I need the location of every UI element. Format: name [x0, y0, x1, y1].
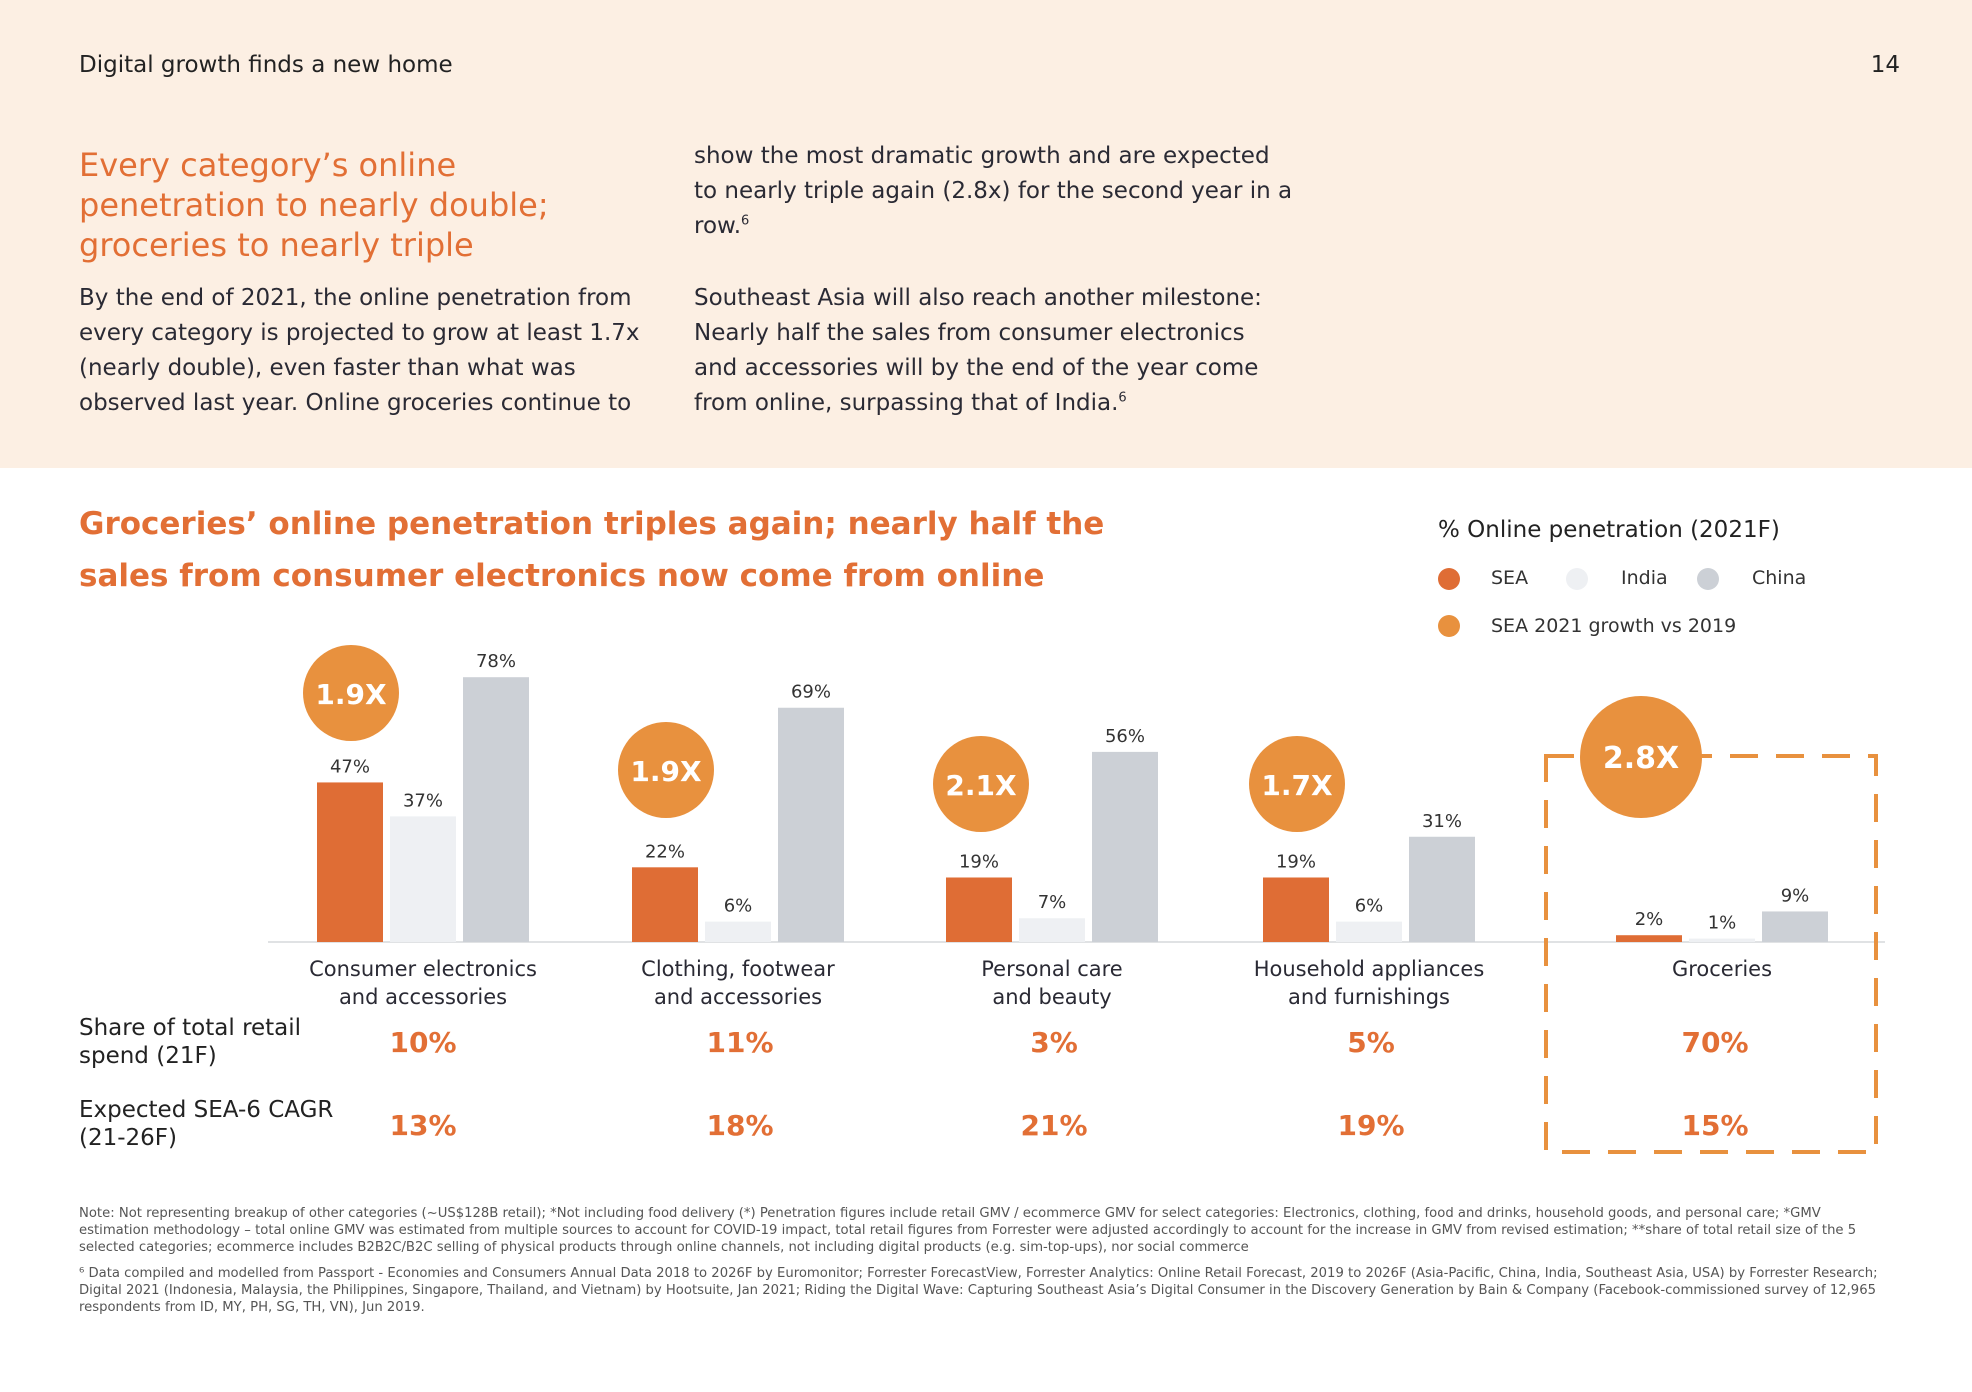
- legend-label-sea: SEA: [1491, 567, 1529, 589]
- footnote-sources: ⁶ Data compiled and modelled from Passpo…: [79, 1266, 1878, 1315]
- legend-swatch-india: [1566, 568, 1588, 590]
- legend-label-china: China: [1752, 567, 1807, 589]
- intro-right-paragraph-2: Southeast Asia will also reach another m…: [694, 281, 1294, 421]
- growth-label: 2.8X: [1603, 741, 1679, 776]
- growth-label: 2.1X: [945, 769, 1017, 802]
- page-number: 14: [1870, 52, 1900, 78]
- row-label-share: Share of total retail spend (21F): [79, 1015, 302, 1069]
- chart-title: Groceries’ online penetration triples ag…: [79, 506, 1105, 594]
- share-value: 70%: [1681, 1026, 1748, 1059]
- bar-india: [1689, 938, 1755, 942]
- growth-label: 1.7X: [1261, 769, 1333, 802]
- row-label-cagr: Expected SEA-6 CAGR (21-26F): [79, 1097, 334, 1151]
- data-label-india: 1%: [1708, 913, 1737, 934]
- share-value: 11%: [706, 1026, 773, 1059]
- legend-swatch-sea: [1438, 568, 1460, 590]
- bar-china: [1762, 911, 1828, 942]
- legend-title: % Online penetration (2021F): [1438, 517, 1780, 543]
- growth-bubble: [933, 736, 1029, 832]
- data-label-sea: 47%: [330, 756, 370, 777]
- growth-bubble: [1580, 696, 1702, 818]
- growth-label: 1.9X: [315, 678, 387, 711]
- bar-china: [778, 707, 844, 942]
- data-label-india: 6%: [1355, 896, 1384, 917]
- intro-band: [0, 0, 1972, 468]
- share-value: 5%: [1347, 1026, 1395, 1059]
- cagr-value: 21%: [1020, 1109, 1087, 1142]
- data-label-india: 37%: [403, 790, 443, 811]
- footnote-ref: 6: [1118, 390, 1127, 406]
- bar-sea: [1263, 877, 1329, 942]
- bar-india: [1336, 921, 1402, 942]
- data-label-india: 6%: [724, 896, 753, 917]
- category-label: Personal care: [981, 957, 1122, 981]
- growth-bubble: [303, 645, 399, 741]
- data-label-china: 9%: [1781, 885, 1810, 906]
- share-value: 3%: [1030, 1026, 1078, 1059]
- intro-headline: Every category’s online penetration to n…: [79, 146, 549, 264]
- data-label-china: 69%: [791, 682, 831, 703]
- bar-india: [390, 816, 456, 942]
- category-label: and accessories: [339, 985, 507, 1009]
- bar-china: [463, 677, 529, 942]
- category-label: Groceries: [1672, 957, 1772, 981]
- bar-china: [1409, 836, 1475, 942]
- bar-china: [1092, 751, 1158, 942]
- paragraph-text: show the most dramatic growth and are ex…: [694, 143, 1293, 239]
- data-label-sea: 22%: [645, 841, 685, 862]
- footnotes: Note: Not representing breakup of other …: [79, 1205, 1894, 1325]
- data-label-china: 78%: [476, 651, 516, 672]
- paragraph-text: Southeast Asia will also reach another m…: [694, 285, 1262, 416]
- growth-bubble: [618, 722, 714, 818]
- category-label: and accessories: [654, 985, 822, 1009]
- cagr-value: 13%: [389, 1109, 456, 1142]
- bar-india: [1019, 918, 1085, 942]
- highlight-box-groceries: [1544, 754, 1878, 1154]
- footnote-ref: 6: [741, 213, 750, 229]
- bar-india: [705, 921, 771, 942]
- data-label-china: 56%: [1105, 726, 1145, 747]
- section-title: Digital growth finds a new home: [79, 52, 453, 78]
- share-value: 10%: [389, 1026, 456, 1059]
- data-label-india: 7%: [1038, 892, 1067, 913]
- intro-left-paragraph: By the end of 2021, the online penetrati…: [79, 285, 640, 416]
- growth-bubble: [1249, 736, 1345, 832]
- legend-label-growth: SEA 2021 growth vs 2019: [1491, 615, 1737, 637]
- data-label-sea: 19%: [1276, 851, 1316, 872]
- cagr-value: 18%: [706, 1109, 773, 1142]
- bar-sea: [317, 782, 383, 942]
- bar-sea: [632, 867, 698, 942]
- data-label-china: 31%: [1422, 811, 1462, 832]
- category-label: and beauty: [992, 985, 1111, 1009]
- category-label: Household appliances: [1254, 957, 1485, 981]
- footnote-note: Note: Not representing breakup of other …: [79, 1206, 1857, 1255]
- category-label: Consumer electronics: [309, 957, 537, 981]
- cagr-value: 19%: [1337, 1109, 1404, 1142]
- legend-swatch-growth: [1438, 615, 1460, 637]
- growth-label: 1.9X: [630, 755, 702, 788]
- legend-swatch-china: [1697, 568, 1719, 590]
- data-label-sea: 19%: [959, 851, 999, 872]
- bar-chart: 47% 37% 78% Consumer electronics and accesso…: [268, 645, 1885, 1154]
- category-label: and furnishings: [1288, 985, 1450, 1009]
- bar-sea: [946, 877, 1012, 942]
- data-label-sea: 2%: [1635, 909, 1664, 930]
- intro-right-paragraph-1: show the most dramatic growth and are ex…: [694, 139, 1294, 244]
- legend-label-india: India: [1621, 567, 1668, 589]
- category-label: Clothing, footwear: [641, 957, 835, 981]
- bar-sea: [1616, 935, 1682, 942]
- cagr-value: 15%: [1681, 1109, 1748, 1142]
